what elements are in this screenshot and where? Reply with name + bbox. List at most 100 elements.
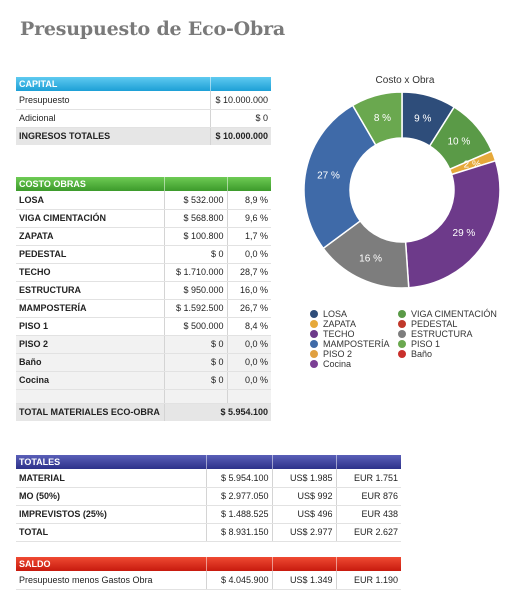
donut-slice-label: 8 %: [374, 113, 391, 124]
legend-dot-icon: [310, 350, 318, 358]
donut-slice-label: 16 %: [359, 254, 382, 265]
capital-header-row: CAPITAL: [16, 77, 271, 91]
costo-header-row: COSTO OBRAS: [16, 177, 271, 191]
legend-dot-icon: [398, 350, 406, 358]
legend-item: VIGA CIMENTACIÓN: [398, 309, 497, 319]
row-label: ESTRUCTURA: [16, 281, 164, 300]
row-percent: 0,0 %: [226, 353, 271, 372]
total-label: INGRESOS TOTALES: [16, 127, 210, 145]
saldo-table: SALDO Presupuesto menos Gastos Obra $ 4.…: [16, 557, 401, 590]
row-label: PISO 1: [16, 317, 164, 336]
row-value: $ 950.000: [163, 281, 227, 300]
table-row: ESTRUCTURA $ 950.000 16,0 %: [16, 281, 271, 300]
row-percent: 28,7 %: [226, 263, 271, 282]
row-label: MATERIAL: [16, 469, 206, 488]
legend-dot-icon: [310, 360, 318, 368]
row-usd: US$ 1.985: [271, 469, 336, 488]
legend-item: ESTRUCTURA: [398, 329, 473, 339]
row-usd: US$ 1.349: [271, 571, 336, 590]
legend-item: TECHO: [310, 329, 355, 339]
row-eur: EUR 438: [335, 505, 401, 524]
legend-label: VIGA CIMENTACIÓN: [411, 309, 497, 319]
row-percent: 1,7 %: [226, 227, 271, 246]
row-percent: 8,4 %: [226, 317, 271, 336]
row-ars: $ 1.488.525: [205, 505, 272, 524]
row-eur: EUR 1.751: [335, 469, 401, 488]
legend-label: MAMPOSTERÍA: [323, 339, 390, 349]
legend-label: Cocina: [323, 359, 352, 369]
legend-label: ESTRUCTURA: [411, 329, 473, 339]
donut-slice-label: 2 %: [464, 159, 481, 170]
costo-header: COSTO OBRAS: [16, 177, 164, 191]
row-percent: 16,0 %: [226, 281, 271, 300]
table-row: Presupuesto $ 10.000.000: [16, 91, 271, 110]
donut-slice-label: 27 %: [317, 170, 340, 181]
table-row: MATERIAL $ 5.954.100 US$ 1.985 EUR 1.751: [16, 469, 401, 488]
table-row: TECHO $ 1.710.000 28,7 %: [16, 263, 271, 282]
row-label: Baño: [16, 353, 164, 372]
totales-header-row: TOTALES: [16, 455, 401, 469]
donut-slice-piso-1: [351, 91, 403, 147]
legend-item: PISO 2: [310, 349, 352, 359]
row-label: MAMPOSTERÍA: [16, 299, 164, 318]
legend-dot-icon: [310, 320, 318, 328]
row-value: $ 500.000: [163, 317, 227, 336]
row-percent: 8,9 %: [226, 191, 271, 210]
donut-slice-techo: [404, 159, 501, 289]
row-percent: 0,0 %: [226, 245, 271, 264]
totales-rows: MATERIAL $ 5.954.100 US$ 1.985 EUR 1.751 MO …: [16, 469, 401, 542]
legend-item: Cocina: [310, 359, 351, 369]
table-row: Presupuesto menos Gastos Obra $ 4.045.90…: [16, 571, 401, 590]
row-usd: US$ 496: [271, 505, 336, 524]
blank-row: [16, 389, 271, 404]
legend-item: MAMPOSTERÍA: [310, 339, 390, 349]
row-value: $ 0: [163, 335, 227, 354]
table-row: PEDESTAL $ 0 0,0 %: [16, 245, 271, 264]
row-percent: 26,7 %: [226, 299, 271, 318]
donut-chart: 9 % 10 % 2 % 29 % 16 % 27 % 8 %: [303, 91, 501, 289]
table-row: Adicional $ 0: [16, 109, 271, 128]
table-row: MAMPOSTERÍA $ 1.592.500 26,7 %: [16, 299, 271, 318]
row-percent: 0,0 %: [226, 371, 271, 390]
legend-label: PISO 2: [323, 349, 353, 359]
row-label: PEDESTAL: [16, 245, 164, 264]
costo-chart: Costo x Obra 9 % 10 % 2 % 29 % 16 % 27 % 8 % L…: [300, 72, 510, 372]
legend-dot-icon: [398, 340, 406, 348]
donut-slice-label: 9 %: [414, 113, 431, 124]
total-label: TOTAL MATERIALES ECO-OBRA: [16, 403, 164, 421]
page-title: Presupuesto de Eco-Obra: [20, 18, 285, 40]
legend-label: Baño: [411, 349, 433, 359]
capital-total-row: INGRESOS TOTALES $ 10.000.000: [16, 127, 271, 145]
costo-total-row: TOTAL MATERIALES ECO-OBRA $ 5.954.100: [16, 403, 271, 421]
row-eur: EUR 1.190: [335, 571, 401, 590]
capital-table: CAPITAL Presupuesto $ 10.000.000 Adicion…: [16, 77, 271, 145]
row-label: TOTAL: [16, 523, 206, 542]
row-value: $ 1.710.000: [163, 263, 227, 282]
row-eur: EUR 876: [335, 487, 401, 506]
table-row: Cocina $ 0 0,0 %: [16, 371, 271, 390]
table-row: PISO 1 $ 500.000 8,4 %: [16, 317, 271, 336]
table-row: TOTAL $ 8.931.150 US$ 2.977 EUR 2.627: [16, 523, 401, 542]
costo-obras-table: COSTO OBRAS LOSA $ 532.000 8,9 % VIGA CIMEN…: [16, 177, 271, 421]
row-eur: EUR 2.627: [335, 523, 401, 542]
row-usd: US$ 992: [271, 487, 336, 506]
legend-item: ZAPATA: [310, 319, 356, 329]
legend-item: PISO 1: [398, 339, 440, 349]
row-label: ZAPATA: [16, 227, 164, 246]
table-row: PISO 2 $ 0 0,0 %: [16, 335, 271, 354]
total-value: $ 5.954.100: [163, 403, 271, 421]
legend-label: LOSA: [323, 309, 348, 319]
table-row: VIGA CIMENTACIÓN $ 568.800 9,6 %: [16, 209, 271, 228]
donut-slice-mamposter-a: [303, 104, 377, 250]
donut-slice-label: 10 %: [448, 137, 471, 148]
row-label: Presupuesto menos Gastos Obra: [16, 571, 206, 590]
row-value: $ 568.800: [163, 209, 227, 228]
legend-dot-icon: [310, 310, 318, 318]
row-label: PISO 2: [16, 335, 164, 354]
row-value: $ 10.000.000: [209, 91, 271, 110]
total-value: $ 10.000.000: [209, 127, 271, 145]
legend-label: TECHO: [323, 329, 355, 339]
legend-label: PEDESTAL: [411, 319, 458, 329]
row-percent: 0,0 %: [226, 335, 271, 354]
row-ars: $ 5.954.100: [205, 469, 272, 488]
